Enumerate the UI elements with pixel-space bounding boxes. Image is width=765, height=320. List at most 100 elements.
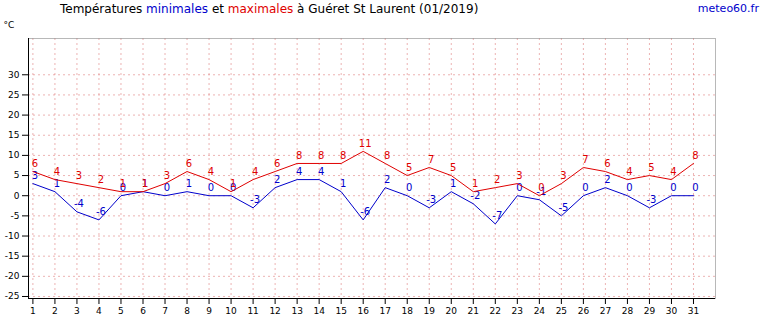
svg-text:22: 22: [490, 306, 501, 316]
svg-text:10: 10: [225, 306, 237, 316]
svg-text:1: 1: [340, 178, 346, 189]
svg-text:0: 0: [538, 182, 544, 193]
svg-text:-7: -7: [492, 210, 502, 221]
svg-text:29: 29: [644, 306, 656, 316]
html-text:meteo60.fr: meteo60.fr: [697, 2, 759, 15]
svg-text:-3: -3: [646, 194, 656, 205]
svg-text:-3: -3: [250, 194, 260, 205]
svg-text:12: 12: [269, 306, 280, 316]
svg-text:4: 4: [208, 166, 214, 177]
svg-text:4: 4: [252, 166, 258, 177]
svg-text:3: 3: [516, 170, 522, 181]
html-text:Températures minimales et maxi: Températures minimales et maximales à Gu…: [60, 2, 479, 16]
svg-text:3: 3: [164, 170, 170, 181]
svg-text:20: 20: [8, 110, 20, 120]
svg-text:10: 10: [8, 150, 20, 160]
svg-text:1: 1: [472, 178, 478, 189]
svg-text:5: 5: [450, 162, 456, 173]
svg-text:7: 7: [582, 154, 588, 165]
svg-text:-15: -15: [5, 251, 20, 261]
svg-text:4: 4: [626, 166, 632, 177]
svg-text:19: 19: [424, 306, 436, 316]
svg-text:4: 4: [96, 306, 102, 316]
svg-text:1: 1: [142, 178, 148, 189]
svg-text:21: 21: [468, 306, 479, 316]
svg-text:23: 23: [512, 306, 523, 316]
svg-text:7: 7: [162, 306, 168, 316]
svg-text:8: 8: [340, 150, 346, 161]
svg-text:1: 1: [120, 178, 126, 189]
svg-text:4: 4: [318, 166, 324, 177]
svg-text:30: 30: [666, 306, 678, 316]
svg-text:17: 17: [379, 306, 390, 316]
svg-text:15: 15: [335, 306, 346, 316]
svg-text:0: 0: [208, 182, 214, 193]
svg-text:4: 4: [54, 166, 60, 177]
svg-text:24: 24: [534, 306, 546, 316]
svg-text:-25: -25: [5, 291, 20, 301]
svg-text:-6: -6: [96, 206, 106, 217]
svg-text:7: 7: [428, 154, 434, 165]
svg-text:28: 28: [622, 306, 634, 316]
svg-text:0: 0: [14, 191, 20, 201]
svg-text:2: 2: [384, 174, 390, 185]
svg-text:0: 0: [582, 182, 588, 193]
svg-text:14: 14: [313, 306, 325, 316]
svg-text:6: 6: [604, 158, 610, 169]
svg-text:5: 5: [118, 306, 124, 316]
svg-text:2: 2: [98, 174, 104, 185]
svg-text:6: 6: [32, 158, 38, 169]
svg-text:1: 1: [450, 178, 456, 189]
svg-text:°C: °C: [4, 20, 15, 30]
svg-text:8: 8: [318, 150, 324, 161]
svg-text:2: 2: [274, 174, 280, 185]
svg-text:1: 1: [186, 178, 192, 189]
svg-text:-6: -6: [360, 206, 370, 217]
svg-text:13: 13: [291, 306, 302, 316]
svg-text:8: 8: [184, 306, 190, 316]
svg-text:1: 1: [230, 178, 236, 189]
svg-text:25: 25: [556, 306, 567, 316]
svg-text:27: 27: [600, 306, 611, 316]
svg-text:3: 3: [74, 306, 80, 316]
svg-text:1: 1: [142, 178, 148, 189]
svg-text:15: 15: [8, 130, 19, 140]
svg-text:4: 4: [670, 166, 676, 177]
svg-text:5: 5: [14, 170, 20, 180]
svg-text:-20: -20: [5, 271, 20, 281]
svg-text:26: 26: [578, 306, 590, 316]
svg-text:2: 2: [494, 174, 500, 185]
svg-text:0: 0: [406, 182, 412, 193]
svg-text:-4: -4: [74, 198, 84, 209]
svg-text:-10: -10: [5, 231, 20, 241]
svg-text:0: 0: [670, 182, 676, 193]
svg-text:25: 25: [8, 90, 19, 100]
svg-text:5: 5: [406, 162, 412, 173]
svg-text:30: 30: [8, 70, 20, 80]
svg-text:18: 18: [402, 306, 414, 316]
svg-text:0: 0: [626, 182, 632, 193]
svg-text:0: 0: [692, 182, 698, 193]
svg-text:8: 8: [384, 150, 390, 161]
svg-text:4: 4: [296, 166, 302, 177]
svg-text:6: 6: [140, 306, 146, 316]
svg-text:-5: -5: [558, 202, 568, 213]
svg-text:9: 9: [206, 306, 212, 316]
svg-text:3: 3: [560, 170, 566, 181]
svg-text:16: 16: [357, 306, 369, 316]
svg-text:2: 2: [604, 174, 610, 185]
svg-text:-5: -5: [11, 211, 20, 221]
svg-text:6: 6: [274, 158, 280, 169]
svg-text:8: 8: [296, 150, 302, 161]
svg-text:31: 31: [688, 306, 699, 316]
svg-text:6: 6: [186, 158, 192, 169]
svg-text:1: 1: [30, 306, 36, 316]
svg-text:20: 20: [446, 306, 458, 316]
svg-text:-3: -3: [426, 194, 436, 205]
svg-text:3: 3: [76, 170, 82, 181]
svg-text:5: 5: [648, 162, 654, 173]
svg-text:11: 11: [247, 306, 258, 316]
svg-text:11: 11: [359, 138, 372, 149]
svg-text:2: 2: [52, 306, 58, 316]
svg-text:8: 8: [692, 150, 698, 161]
